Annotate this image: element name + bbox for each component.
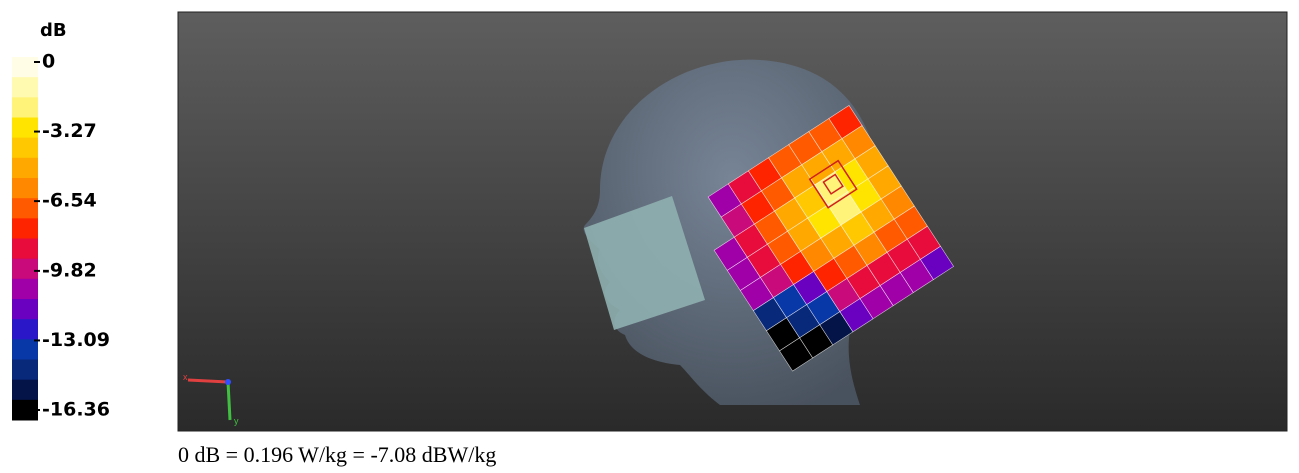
axis-y-label: y [234,416,239,426]
colorbar-tick-label: -9.82 [42,259,97,281]
colorbar-swatch [12,218,38,239]
colorbar-swatch [12,57,38,78]
colorbar-swatch [12,238,38,260]
peak-box [822,173,844,195]
colorbar-swatch [12,157,38,179]
heat-cell [919,245,955,280]
sar-heatmap [707,105,955,372]
colorbar-swatch [12,359,38,381]
colorbar-swatch [12,319,38,340]
colorbar-unit: dB [40,20,67,41]
axis-x-label: x [183,372,188,382]
colorbar-swatch [12,198,38,219]
colorbar-tick-label: -16.36 [42,399,110,421]
colorbar-swatch [12,137,38,159]
colorbar-swatch [12,77,38,98]
colorbar-swatch [12,399,38,421]
colorbar-swatch [12,379,38,401]
colorbar-swatch [12,299,38,320]
colorbar: 0 -3.27 -6.54 -9.82 -13.09 -16.36 [12,51,110,421]
caption: 0 dB = 0.196 W/kg = -7.08 dBW/kg [178,442,496,467]
colorbar-tick-label: 0 [42,51,55,73]
axis-triad: x y [183,372,239,426]
colorbar-swatch [12,278,38,300]
colorbar-tick-label: -13.09 [42,329,110,351]
colorbar-swatch [12,339,38,360]
phone [584,196,705,330]
colorbar-swatch [12,97,38,118]
colorbar-tick-label: -3.27 [42,120,97,142]
peak-box [808,159,858,209]
colorbar-swatch [12,258,38,280]
colorbar-swatch [12,117,38,139]
colorbar-tick-label: -6.54 [42,190,97,212]
colorbar-swatch [12,178,38,199]
